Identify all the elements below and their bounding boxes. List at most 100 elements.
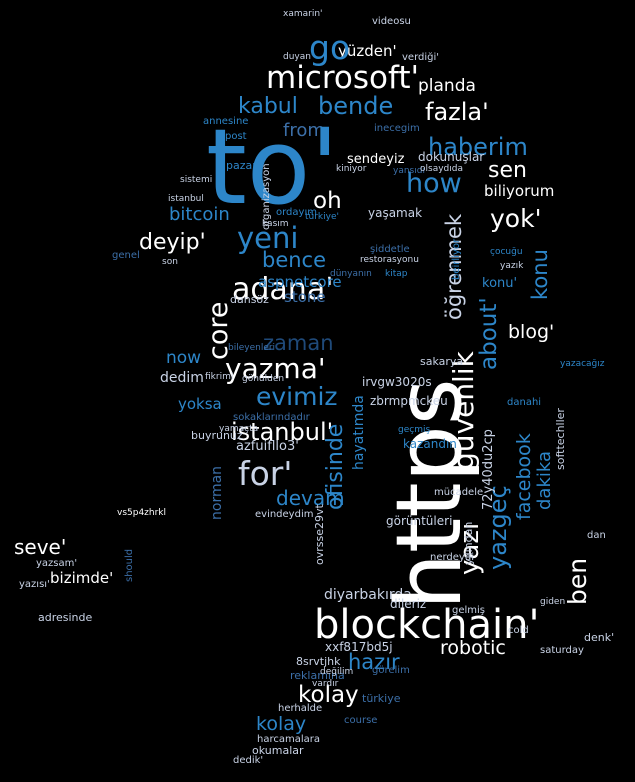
- word: microsoft': [266, 60, 420, 96]
- word: olsaydıda: [420, 164, 463, 174]
- word: görelim: [372, 665, 410, 676]
- word: yansıdı: [393, 166, 425, 176]
- word: go: [309, 28, 351, 67]
- word: reklamına: [290, 669, 345, 682]
- word: stone: [284, 288, 326, 306]
- word: dedim: [160, 370, 204, 386]
- word: nerdeydi: [430, 552, 474, 563]
- word: sakarya: [420, 355, 464, 368]
- word: kazandın: [403, 437, 457, 451]
- word: seve': [14, 535, 67, 559]
- word: yazısı': [19, 579, 50, 590]
- word: diyarbakırda: [324, 587, 412, 603]
- word: yeni: [237, 221, 299, 255]
- word: ben: [563, 557, 592, 605]
- word: dileriz: [390, 597, 427, 611]
- word: robotic: [440, 637, 506, 659]
- word: xamarin': [283, 9, 323, 19]
- word: saturday: [540, 645, 584, 656]
- word: adana': [232, 272, 334, 307]
- word: post: [225, 131, 247, 142]
- word: adresinde: [38, 611, 93, 624]
- word: çocuğu: [490, 247, 523, 257]
- word: konu: [528, 249, 552, 300]
- word: yüzden': [338, 42, 397, 60]
- word: dansöz: [230, 293, 269, 306]
- word: cold: [508, 625, 529, 636]
- word: verdiği': [402, 52, 440, 63]
- word: evimiz: [256, 382, 338, 411]
- word: zaman: [263, 331, 334, 355]
- word: türkiye: [362, 692, 401, 705]
- word: şiddetle: [370, 244, 410, 255]
- word: vardır: [312, 679, 339, 689]
- word: yazma': [225, 352, 326, 385]
- word: fikrimi: [205, 372, 234, 382]
- word: buyrunuz: [191, 429, 243, 442]
- word: about': [476, 297, 502, 370]
- word: from: [283, 120, 325, 141]
- word: inecegim: [374, 123, 420, 134]
- word: how: [406, 168, 462, 199]
- word: güvenlik: [447, 351, 480, 470]
- word: bende: [318, 92, 394, 120]
- word: denk': [584, 631, 615, 644]
- word: planda: [418, 76, 476, 96]
- word: giden: [540, 597, 566, 607]
- word: türkiye': [305, 212, 339, 222]
- word: dan: [587, 530, 606, 541]
- word: vs5p4zhrkl: [117, 508, 167, 518]
- word: videosu: [372, 16, 411, 27]
- word: kiniyor: [336, 164, 367, 174]
- word: softtechller: [554, 408, 567, 470]
- word: duyan': [283, 52, 314, 62]
- word: kabul: [238, 94, 298, 119]
- word: xxf817bd5j: [325, 640, 393, 654]
- word: course: [344, 715, 378, 726]
- word: biliyorum: [484, 182, 555, 200]
- word: yaşamak: [368, 206, 423, 220]
- word: geçmiş: [398, 425, 431, 435]
- word: now: [166, 348, 202, 368]
- word: genel: [112, 250, 140, 261]
- word: mücadele: [434, 487, 484, 498]
- word: istanbul: [168, 194, 204, 204]
- word: yazacağız: [560, 359, 605, 369]
- word: değilim: [320, 667, 354, 677]
- word: yazsam': [36, 558, 78, 569]
- word: dokunuşlar: [418, 150, 485, 164]
- word: sokaklarındadır: [233, 412, 310, 423]
- word: 8srvtjhk: [296, 655, 341, 668]
- word: evindeydim: [255, 509, 314, 520]
- word: blog': [508, 321, 555, 343]
- word: blockchain': [314, 602, 540, 648]
- word: gönülden: [242, 374, 285, 384]
- word: zbrmpmckeu: [370, 394, 448, 408]
- word: should: [124, 548, 135, 582]
- word: ofisinde: [323, 423, 348, 510]
- word: bileyenleri: [228, 343, 276, 353]
- word: norman: [209, 465, 225, 520]
- word: oh: [313, 188, 342, 214]
- word: istanbul': [231, 418, 334, 446]
- word: devam: [276, 486, 345, 510]
- word: kasım: [262, 219, 289, 229]
- word: herhalde: [278, 703, 323, 714]
- word: kolay: [298, 682, 359, 708]
- word: 72y40du2cp: [481, 429, 496, 510]
- word: aspnetcore: [258, 273, 342, 291]
- word: yazık: [500, 261, 524, 271]
- word: sistemi: [180, 175, 213, 185]
- word: yamaçta: [219, 424, 259, 434]
- word: yok': [490, 204, 542, 233]
- word: yoksa: [178, 395, 222, 413]
- word: facebook: [513, 433, 535, 520]
- word: hazır: [348, 650, 400, 674]
- word: dedik': [233, 755, 264, 766]
- word: görüntüleri: [386, 514, 453, 528]
- word: haberim: [428, 133, 528, 161]
- word: konu': [482, 276, 518, 291]
- word: hayatımda: [351, 395, 367, 470]
- word: to': [206, 106, 339, 228]
- word: sendeyiz: [347, 152, 405, 167]
